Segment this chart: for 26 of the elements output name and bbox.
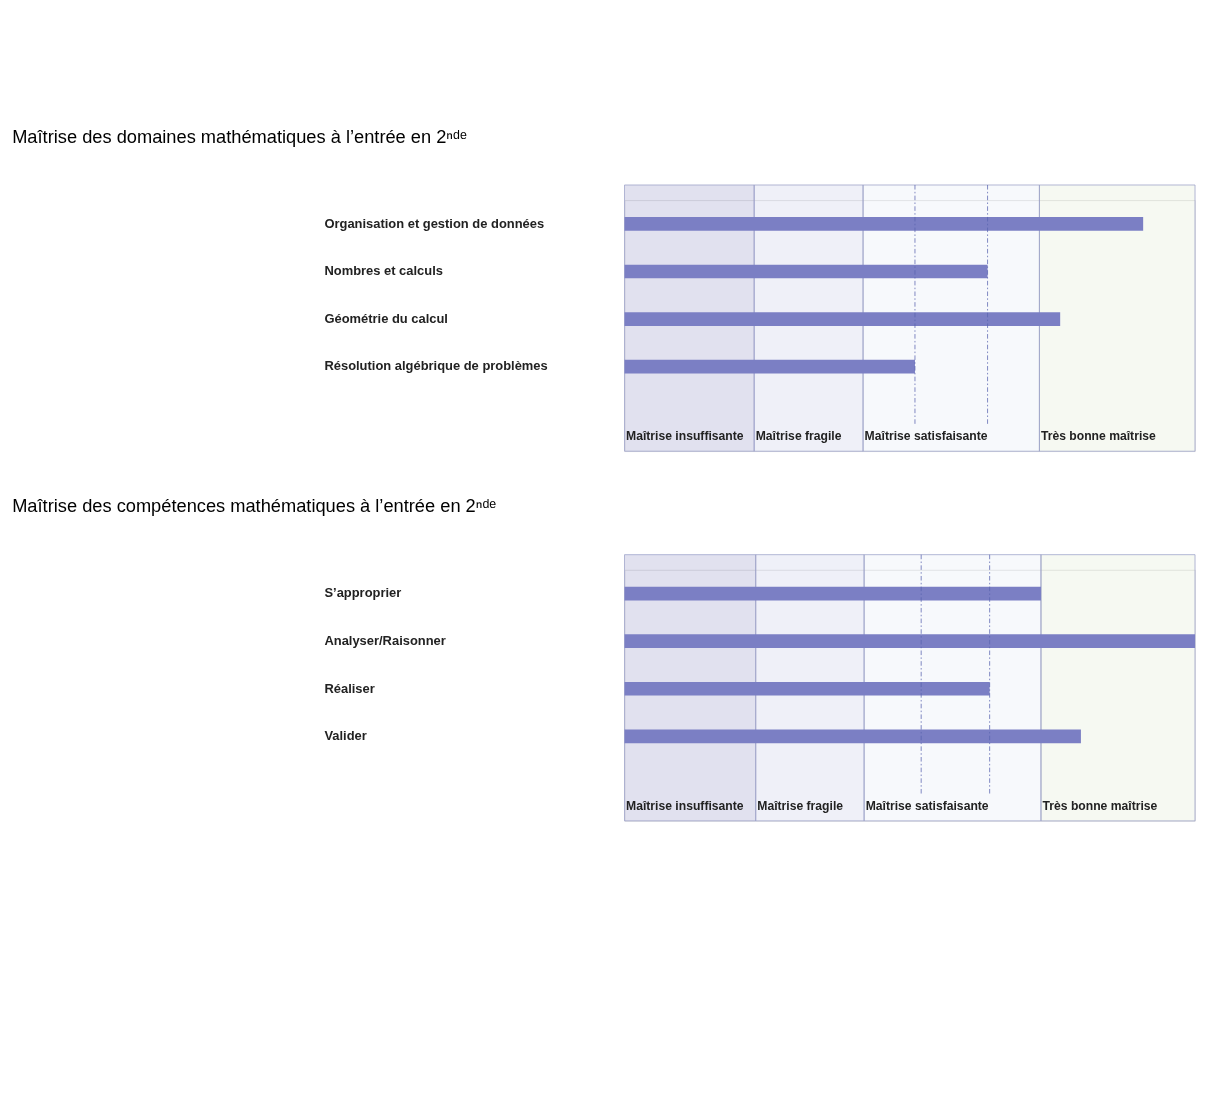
band-label: Maîtrise fragile — [757, 798, 844, 813]
band-label: Maîtrise satisfaisante — [865, 798, 989, 813]
bar — [624, 312, 1061, 326]
bar — [624, 217, 1144, 231]
y-tick-label: Réaliser — [324, 680, 375, 696]
y-tick-label: Valider — [324, 728, 367, 744]
y-tick-label: Organisation et gestion de données — [324, 215, 545, 231]
band-label: Maîtrise insuffisante — [626, 428, 744, 443]
bar — [624, 586, 1041, 601]
band-label: Maîtrise satisfaisante — [864, 428, 988, 443]
bar — [624, 634, 1196, 649]
y-tick-label: Analyser/Raisonner — [324, 633, 446, 649]
band-label: Très bonne maîtrise — [1042, 798, 1158, 813]
text: Maîtrise des compétences mathématiques à l’entrée en 2ⁿᵈᵉ — [12, 495, 497, 517]
text: Maîtrise des domaines mathématiques à l’entrée en 2ⁿᵈᵉ — [12, 125, 467, 147]
band-label: Très bonne maîtrise — [1040, 428, 1157, 443]
y-tick-label: Résolution algébrique de problèmes — [324, 358, 548, 374]
band-label: Maîtrise fragile — [755, 428, 842, 443]
y-tick-label: Nombres et calculs — [324, 263, 443, 279]
y-tick-label: S’approprier — [324, 585, 402, 601]
bar — [624, 681, 990, 696]
bar — [624, 264, 988, 279]
y-tick-label: Géométrie du calcul — [324, 310, 448, 326]
bar — [624, 729, 1081, 744]
band-label: Maîtrise insuffisante — [626, 798, 744, 813]
bar — [624, 359, 915, 374]
